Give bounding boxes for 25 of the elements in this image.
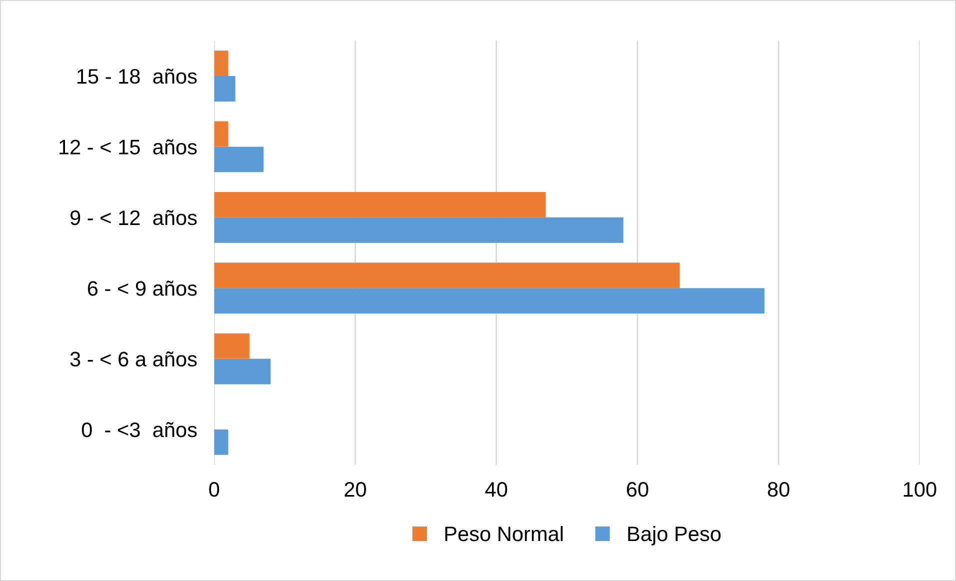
y-tick-label: 15 - 18 años	[77, 68, 197, 84]
y-tick-label: 12 - < 15 años	[60, 139, 197, 154]
bar	[214, 76, 236, 102]
bar	[214, 50, 228, 76]
bar	[214, 121, 228, 147]
y-tick-label: 3 - < 6 a años	[70, 351, 197, 367]
x-tick-label: 100	[904, 482, 936, 497]
y-tick-label: 9 - < 12 años	[70, 210, 197, 226]
y-tick-label: 6 - < 9 años	[88, 280, 197, 296]
bar	[214, 217, 624, 243]
bar	[214, 288, 764, 314]
bar	[214, 146, 264, 172]
legend-label: Peso Normal	[445, 526, 563, 542]
bar	[214, 192, 546, 218]
bar	[214, 333, 250, 359]
x-tick-label: 60	[626, 482, 648, 497]
x-tick-label: 20	[344, 482, 366, 497]
bar	[214, 358, 271, 384]
x-tick-label: 80	[768, 482, 790, 497]
bar	[214, 429, 228, 455]
y-tick-label: 0 - <3 años	[82, 422, 197, 438]
x-tick-label: 0	[209, 482, 220, 497]
legend-label: Bajo Peso	[628, 526, 721, 546]
bar	[214, 262, 680, 288]
x-tick-label: 40	[485, 482, 508, 497]
